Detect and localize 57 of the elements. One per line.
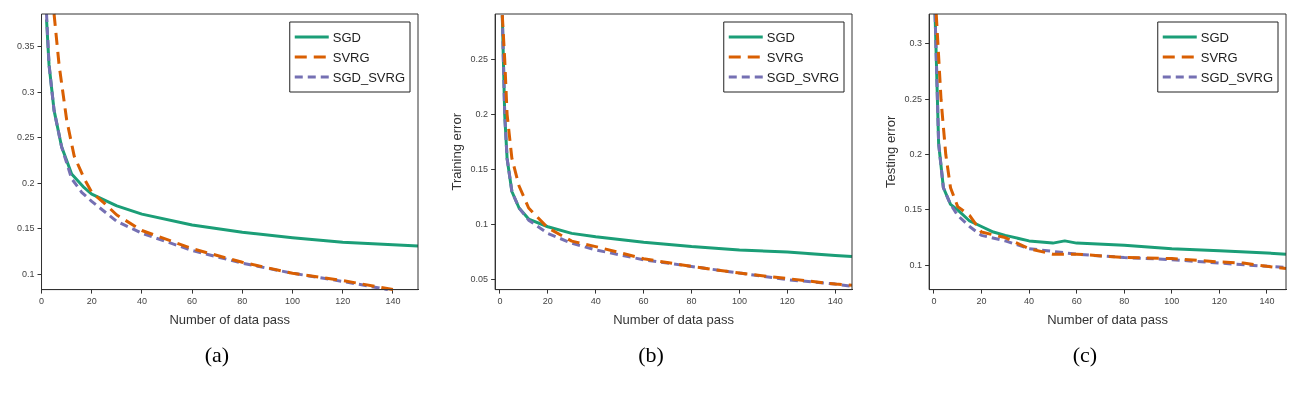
legend-label: SGD: [1200, 29, 1229, 45]
x-tick-label: 140: [385, 296, 401, 307]
text: (a): [203, 342, 231, 368]
legend-label: SGD_SVRG: [332, 69, 406, 85]
x-tick-label: 120: [1211, 296, 1227, 307]
y-tick-label: 0.35: [16, 41, 35, 52]
y-axis-title: Training error: [449, 112, 465, 191]
y-tick-label: 0.15: [16, 223, 35, 234]
y-tick-label: 0.2: [22, 177, 35, 188]
x-axis-title: Number of data pass: [169, 311, 291, 327]
y-axis-title: Testing error: [883, 115, 899, 188]
x-tick-label: 100: [731, 296, 747, 307]
y-tick-label: 0.2: [909, 149, 923, 160]
legend-label: SVRG: [332, 49, 370, 65]
legend-label: SVRG: [1200, 49, 1238, 65]
x-tick-label: 120: [779, 296, 795, 307]
x-tick-label: 40: [1024, 296, 1035, 307]
y-tick-label: 0.1: [909, 259, 923, 270]
x-tick-label: 140: [1259, 296, 1275, 307]
y-tick-label: 0.05: [470, 274, 489, 285]
y-tick-label: 0.25: [16, 132, 35, 143]
x-tick-label: 60: [638, 296, 649, 307]
x-tick-label: 100: [284, 296, 301, 307]
y-tick-label: 0.15: [904, 204, 923, 215]
x-tick-label: 0: [931, 296, 937, 307]
x-tick-label: 140: [827, 296, 843, 307]
y-tick-label: 0.3: [22, 86, 35, 97]
x-tick-label: 40: [590, 296, 601, 307]
x-axis-title: Number of data pass: [613, 311, 735, 327]
x-tick-label: 80: [686, 296, 697, 307]
x-tick-label: 120: [335, 296, 351, 307]
x-tick-label: 60: [187, 296, 198, 307]
y-tick-label: 0.1: [475, 219, 489, 230]
text: (b): [637, 342, 665, 368]
x-tick-label: 0: [39, 296, 45, 307]
x-tick-label: 100: [1164, 296, 1180, 307]
legend-label: SGD: [332, 29, 361, 45]
x-tick-label: 40: [136, 296, 147, 307]
legend-label: SVRG: [766, 49, 804, 65]
y-tick-label: 0.2: [475, 108, 489, 119]
legend-label: SGD: [766, 29, 795, 45]
y-tick-label: 0.3: [909, 38, 923, 49]
x-tick-label: 20: [976, 296, 987, 307]
y-tick-label: 0.25: [904, 93, 923, 104]
text: (c): [1071, 342, 1099, 368]
x-tick-label: 0: [497, 296, 503, 307]
y-tick-label: 0.1: [22, 268, 35, 279]
x-tick-label: 80: [237, 296, 248, 307]
x-tick-label: 60: [1071, 296, 1082, 307]
legend-label: SGD_SVRG: [1200, 69, 1274, 85]
x-tick-label: 80: [1119, 296, 1130, 307]
y-tick-label: 0.25: [470, 53, 489, 64]
x-tick-label: 20: [542, 296, 553, 307]
legend-label: SGD_SVRG: [766, 69, 840, 85]
y-tick-label: 0.15: [470, 163, 489, 174]
x-axis-title: Number of data pass: [1047, 311, 1169, 327]
x-tick-label: 20: [86, 296, 97, 307]
